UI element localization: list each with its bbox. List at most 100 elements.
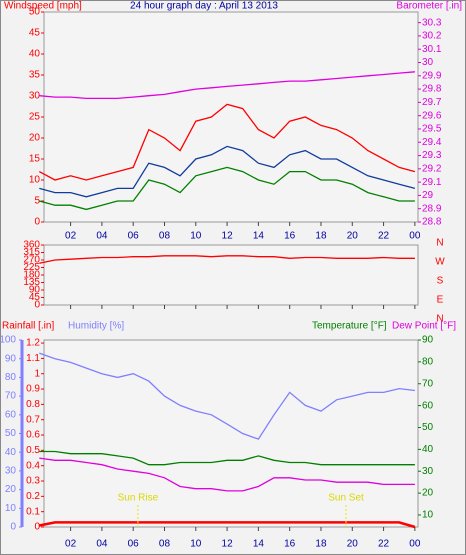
y-tick-label: 35 <box>29 70 41 81</box>
y3-tick-label: 100 <box>0 335 16 346</box>
x-tick-label: 14 <box>253 539 265 550</box>
y3-tick-label: 30 <box>5 466 17 477</box>
y-tick-label: 20 <box>29 133 41 144</box>
x-tick-label: 08 <box>159 539 171 550</box>
x-tick-label: 06 <box>128 231 140 242</box>
x-tick-label: 04 <box>96 539 108 550</box>
y-tick-label: 0 <box>34 522 40 533</box>
x-tick-label: 12 <box>222 539 234 550</box>
y2-label: Barometer [.in] <box>396 1 462 12</box>
y2-tick-label: 70 <box>422 378 434 389</box>
chart-title: 24 hour graph day : April 13 2013 <box>130 1 278 12</box>
x-tick-label: 00 <box>409 231 421 242</box>
y-tick-label: 40 <box>29 49 41 60</box>
x-tick-label: 12 <box>222 231 234 242</box>
x-tick-label: 10 <box>190 231 202 242</box>
y-tick-label: 45 <box>29 28 41 39</box>
annotation-label: Sun Set <box>328 493 364 504</box>
y-tick-label: 10 <box>29 175 41 186</box>
x-tick-label: 02 <box>65 539 77 550</box>
y-tick-label: 90 <box>29 285 41 296</box>
legend-label: Rainfall [.in] <box>2 321 54 332</box>
y2-tick-label: 30 <box>422 466 434 477</box>
x-tick-label: 22 <box>378 231 390 242</box>
y2-tick-label: 29 <box>422 190 434 201</box>
series-line <box>38 103 416 181</box>
series-line <box>39 450 415 466</box>
y-tick-label: 0.2 <box>26 491 40 502</box>
compass-label: N <box>436 314 443 325</box>
plot-area <box>43 244 419 306</box>
x-tick-label: 02 <box>65 231 77 242</box>
y2-tick-label: 29.6 <box>422 110 442 121</box>
y3-tick-label: 50 <box>5 428 17 439</box>
x-tick-label: 20 <box>347 539 359 550</box>
x-tick-label: 18 <box>315 539 327 550</box>
plot-area <box>43 339 419 528</box>
x-tick-label: 14 <box>253 231 265 242</box>
x-tick-label: 08 <box>159 231 171 242</box>
y-tick-label: 1.2 <box>26 338 40 349</box>
y-tick-label: 0.4 <box>26 460 40 471</box>
compass-label: E <box>437 295 444 306</box>
y-tick-label: 225 <box>23 262 40 273</box>
y2-tick-label: 30.1 <box>422 44 442 55</box>
compass-label: N <box>436 238 443 249</box>
y2-tick-label: 28.9 <box>422 203 442 214</box>
x-tick-label: 22 <box>378 539 390 550</box>
y-tick-label: 180 <box>23 270 40 281</box>
y2-tick-label: 30.3 <box>422 17 442 28</box>
y3-tick-label: 70 <box>5 391 17 402</box>
y2-tick-label: 29.9 <box>422 70 442 81</box>
y2-tick-label: 29.8 <box>422 84 442 95</box>
y-tick-label: 50 <box>29 7 41 18</box>
y-tick-label: 0.7 <box>26 414 40 425</box>
y2-tick-label: 29.4 <box>422 137 442 148</box>
y-tick-label: 45 <box>29 292 41 303</box>
series-line <box>39 352 415 440</box>
y2-tick-label: 80 <box>422 357 434 368</box>
y-tick-label: 0.3 <box>26 476 40 487</box>
y2-tick-label: 10 <box>422 510 434 521</box>
y-tick-label: 360 <box>23 240 40 251</box>
series-line <box>39 71 415 100</box>
plot-area <box>43 11 419 223</box>
y2-tick-label: 20 <box>422 488 434 499</box>
y-tick-label: 0 <box>34 217 40 228</box>
annotation-label: Sun Rise <box>118 493 159 504</box>
compass-label: W <box>435 257 445 268</box>
y-tick-label: 0.8 <box>26 399 40 410</box>
series-line <box>39 166 415 211</box>
y-tick-label: 0 <box>34 300 40 311</box>
x-tick-label: 04 <box>96 231 108 242</box>
y3-tick-label: 80 <box>5 372 17 383</box>
x-tick-label: 00 <box>409 539 421 550</box>
y3-tick-label: 10 <box>5 503 17 514</box>
y-label: Windspeed [mph] <box>4 1 82 12</box>
y2-tick-label: 40 <box>422 444 434 455</box>
y2-tick-label: 50 <box>422 422 434 433</box>
y-tick-label: 1 <box>34 368 40 379</box>
y3-tick-label: 60 <box>5 409 17 420</box>
y-tick-label: 1.1 <box>26 353 40 364</box>
y2-tick-label: 60 <box>422 400 434 411</box>
y-tick-label: 25 <box>29 112 41 123</box>
legend-label: Dew Point [°F] <box>392 321 456 332</box>
y3-tick-label: 0 <box>10 522 16 533</box>
y-tick-label: 0.6 <box>26 430 40 441</box>
y2-tick-label: 30.2 <box>422 31 442 42</box>
legend-label: Temperature [°F] <box>312 321 387 332</box>
x-tick-label: 06 <box>128 539 140 550</box>
y-tick-label: 0.1 <box>26 506 40 517</box>
y2-tick-label: 29.3 <box>422 150 442 161</box>
y-tick-label: 30 <box>29 91 41 102</box>
series-line <box>39 457 415 492</box>
y-tick-label: 0.5 <box>26 445 40 456</box>
y-tick-label: 5 <box>34 196 40 207</box>
y2-tick-label: 90 <box>422 335 434 346</box>
legend-label: Humidity [%] <box>68 321 124 332</box>
x-tick-label: 16 <box>284 231 296 242</box>
y-tick-label: 270 <box>23 255 40 266</box>
y-tick-label: 0.9 <box>26 384 40 395</box>
